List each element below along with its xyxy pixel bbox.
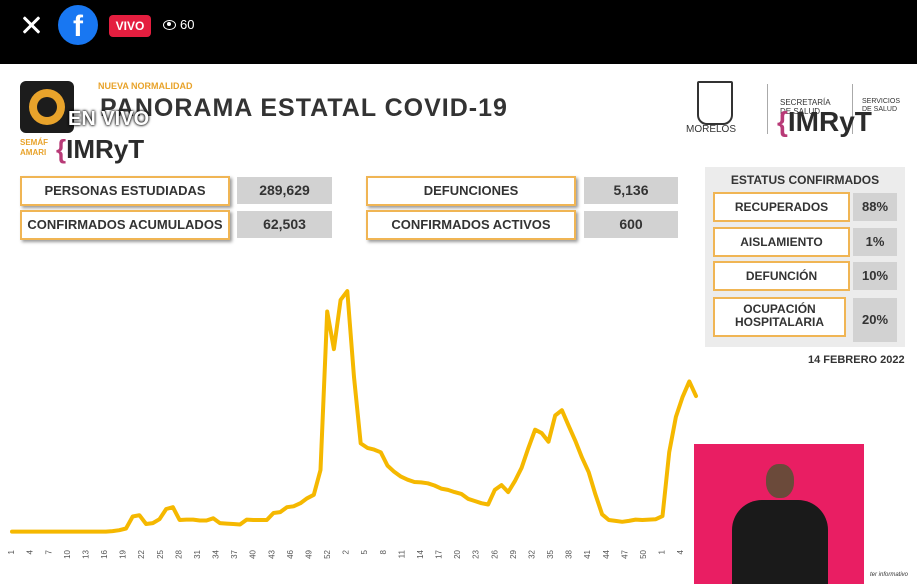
x-tick-label: 25 bbox=[156, 549, 165, 558]
x-tick-label: 47 bbox=[620, 549, 629, 558]
x-tick-label: 19 bbox=[119, 549, 128, 558]
imryt-logo-large: {IMRyT bbox=[777, 106, 872, 137]
semaforo-logo bbox=[20, 81, 74, 133]
eye-icon bbox=[163, 19, 176, 30]
status-panel-title: ESTATUS CONFIRMADOS bbox=[730, 173, 880, 187]
stat-value-defunciones: 5,136 bbox=[584, 177, 678, 204]
status-value-recuperados: 88% bbox=[853, 193, 897, 221]
facebook-icon[interactable]: f bbox=[58, 5, 98, 45]
close-icon[interactable] bbox=[18, 12, 44, 38]
secretaria-label: SECRETARÍA DE SALUD bbox=[780, 98, 831, 116]
x-tick-label: 32 bbox=[527, 549, 536, 558]
x-tick-label: 11 bbox=[397, 549, 406, 558]
morelos-label: MORELOS bbox=[686, 124, 737, 135]
interpreter-body bbox=[732, 500, 828, 584]
status-value-ocupacion: 20% bbox=[853, 298, 897, 342]
x-tick-label: 37 bbox=[230, 549, 239, 558]
x-tick-label: 5 bbox=[360, 549, 369, 554]
servicios-label: SERVICIOS DE SALUD bbox=[862, 98, 900, 113]
status-label-aislamiento: AISLAMIENTO bbox=[713, 227, 850, 257]
live-badge: VIVO bbox=[109, 15, 151, 37]
header-divider bbox=[767, 84, 768, 134]
header-divider bbox=[852, 84, 853, 134]
x-tick-label: 23 bbox=[472, 549, 481, 558]
page-title: PANORAMA ESTATAL COVID-19 bbox=[100, 94, 508, 122]
morelos-shield-icon bbox=[697, 81, 733, 125]
x-tick-label: 38 bbox=[565, 549, 574, 558]
x-tick-label: 43 bbox=[267, 549, 276, 558]
x-tick-label: 41 bbox=[583, 549, 592, 558]
viewer-count-value: 60 bbox=[180, 17, 195, 32]
viewer-count: 60 bbox=[163, 17, 194, 32]
interpreter-head bbox=[766, 464, 794, 498]
x-tick-label: 8 bbox=[379, 549, 388, 554]
x-tick-label: 20 bbox=[453, 549, 462, 558]
x-tick-label: 1 bbox=[7, 549, 16, 554]
cases-line-chart: 1 4 7 10 13 16 19 22 25 28 31 34 37 40 43 46 49 52 2 5 8 11 14… bbox=[7, 289, 698, 559]
x-tick-label: 46 bbox=[286, 549, 295, 558]
x-tick-label: 44 bbox=[602, 549, 611, 558]
x-tick-label: 40 bbox=[249, 549, 258, 558]
imryt-logo-text: IMRyT bbox=[66, 134, 145, 164]
stat-label-confirmados: CONFIRMADOS ACUMULADOS bbox=[20, 210, 230, 240]
status-label-ocupacion: OCUPACIÓN HOSPITALARIA bbox=[713, 297, 846, 337]
x-tick-label: 13 bbox=[81, 549, 90, 558]
stat-label-personas: PERSONAS ESTUDIADAS bbox=[20, 176, 230, 206]
x-tick-label: 26 bbox=[490, 549, 499, 558]
sign-language-interpreter bbox=[694, 444, 864, 584]
status-value-aislamiento: 1% bbox=[853, 228, 897, 256]
x-tick-label: 7 bbox=[44, 549, 53, 554]
x-tick-label: 52 bbox=[323, 549, 332, 558]
x-tick-label: 16 bbox=[100, 549, 109, 558]
report-date: 14 FEBRERO 2022 bbox=[808, 354, 905, 366]
en-vivo-overlay: EN VIVO bbox=[68, 108, 150, 130]
gear-icon bbox=[29, 89, 65, 125]
stat-label-defunciones: DEFUNCIONES bbox=[366, 176, 576, 206]
video-top-bar: f VIVO 60 bbox=[0, 0, 917, 64]
x-tick-label: 22 bbox=[137, 549, 146, 558]
x-tick-label: 4 bbox=[676, 549, 685, 554]
x-tick-label: 10 bbox=[63, 549, 72, 558]
stat-value-activos: 600 bbox=[584, 211, 678, 238]
x-tick-label: 29 bbox=[509, 549, 518, 558]
cases-series-line bbox=[10, 289, 698, 534]
credit-text: ter informativo bbox=[870, 572, 909, 578]
stat-value-personas: 289,629 bbox=[237, 177, 332, 204]
x-tick-label: 17 bbox=[435, 549, 444, 558]
x-tick-label: 31 bbox=[193, 549, 202, 558]
status-value-defuncion: 10% bbox=[853, 262, 897, 290]
status-label-defuncion: DEFUNCIÓN bbox=[713, 261, 850, 291]
stat-label-activos: CONFIRMADOS ACTIVOS bbox=[366, 210, 576, 240]
x-tick-label: 28 bbox=[174, 549, 183, 558]
imryt-logo-small: {IMRyT bbox=[56, 134, 145, 164]
x-tick-label: 14 bbox=[416, 549, 425, 558]
nueva-normalidad-label: NUEVA NORMALIDAD bbox=[98, 81, 193, 91]
stat-value-confirmados: 62,503 bbox=[237, 211, 332, 238]
status-panel: ESTATUS CONFIRMADOS RECUPERADOS 88% AISL… bbox=[705, 167, 905, 347]
x-tick-label: 1 bbox=[658, 549, 667, 554]
x-tick-label: 2 bbox=[342, 549, 351, 554]
semaforo-text: SEMÁF AMARI bbox=[20, 138, 48, 157]
status-label-recuperados: RECUPERADOS bbox=[713, 192, 850, 222]
imryt-logo-large-text: IMRyT bbox=[787, 106, 872, 137]
x-tick-label: 35 bbox=[546, 549, 555, 558]
presentation-slide: SEMÁF AMARI NUEVA NORMALIDAD PANORAMA ES… bbox=[0, 64, 917, 584]
x-tick-label: 50 bbox=[639, 549, 648, 558]
x-tick-label: 4 bbox=[26, 549, 35, 554]
x-tick-label: 34 bbox=[212, 549, 221, 558]
x-tick-label: 49 bbox=[304, 549, 313, 558]
